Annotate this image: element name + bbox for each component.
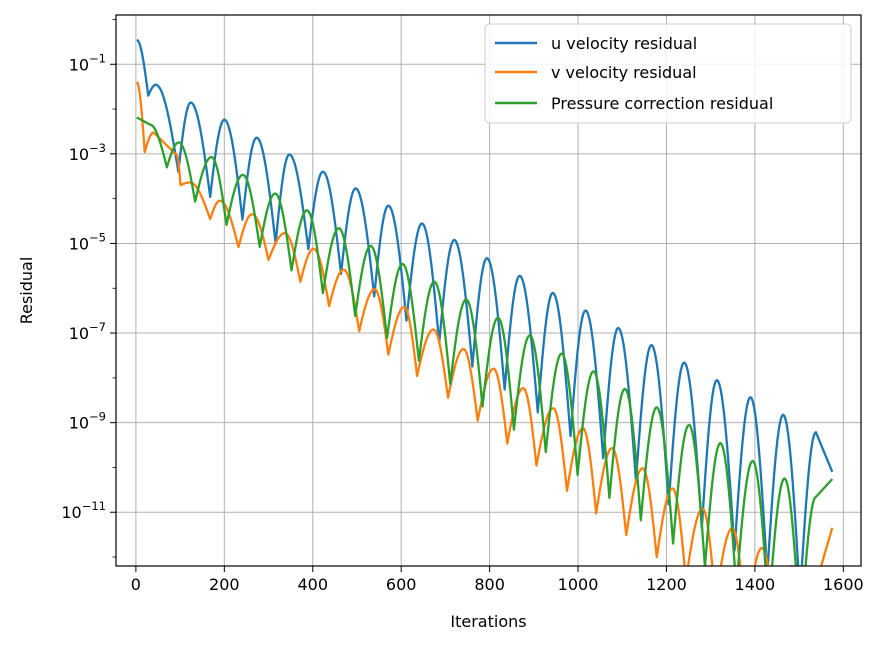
y-tick-label: 10−9 [69, 410, 106, 433]
x-axis-ticks: 0 200 400 600 800 1000 1200 1400 1600 [131, 566, 864, 594]
x-tick-label: 1200 [646, 575, 687, 594]
x-tick-label: 0 [131, 575, 141, 594]
y-tick-label: 10−5 [69, 230, 106, 253]
series-lines [136, 38, 834, 566]
x-axis-label: Iterations [450, 612, 526, 631]
x-tick-label: 800 [474, 575, 505, 594]
x-tick-label: 200 [209, 575, 240, 594]
series-v-velocity-line [136, 81, 834, 566]
legend-label-u: u velocity residual [551, 34, 697, 53]
x-tick-label: 1600 [823, 575, 864, 594]
legend: u velocity residual v velocity residual … [484, 23, 852, 124]
x-tick-label: 600 [386, 575, 417, 594]
y-tick-label: 10−3 [69, 141, 106, 164]
series-pressure-line [136, 116, 834, 566]
y-axis-ticks: 10−1 10−3 10−5 10−7 10−9 10−11 [61, 19, 116, 558]
legend-label-v: v velocity residual [551, 63, 697, 82]
x-tick-label: 1400 [735, 575, 776, 594]
y-axis-label: Residual [17, 257, 36, 325]
y-tick-label: 10−1 [69, 51, 106, 74]
x-tick-label: 1000 [558, 575, 599, 594]
y-tick-label: 10−11 [61, 499, 106, 522]
legend-box [484, 23, 852, 124]
legend-label-pressure: Pressure correction residual [551, 94, 773, 113]
plot-frame [115, 14, 862, 567]
x-tick-label: 400 [297, 575, 328, 594]
y-tick-label: 10−7 [69, 320, 106, 343]
series-u-velocity-line [136, 38, 834, 566]
